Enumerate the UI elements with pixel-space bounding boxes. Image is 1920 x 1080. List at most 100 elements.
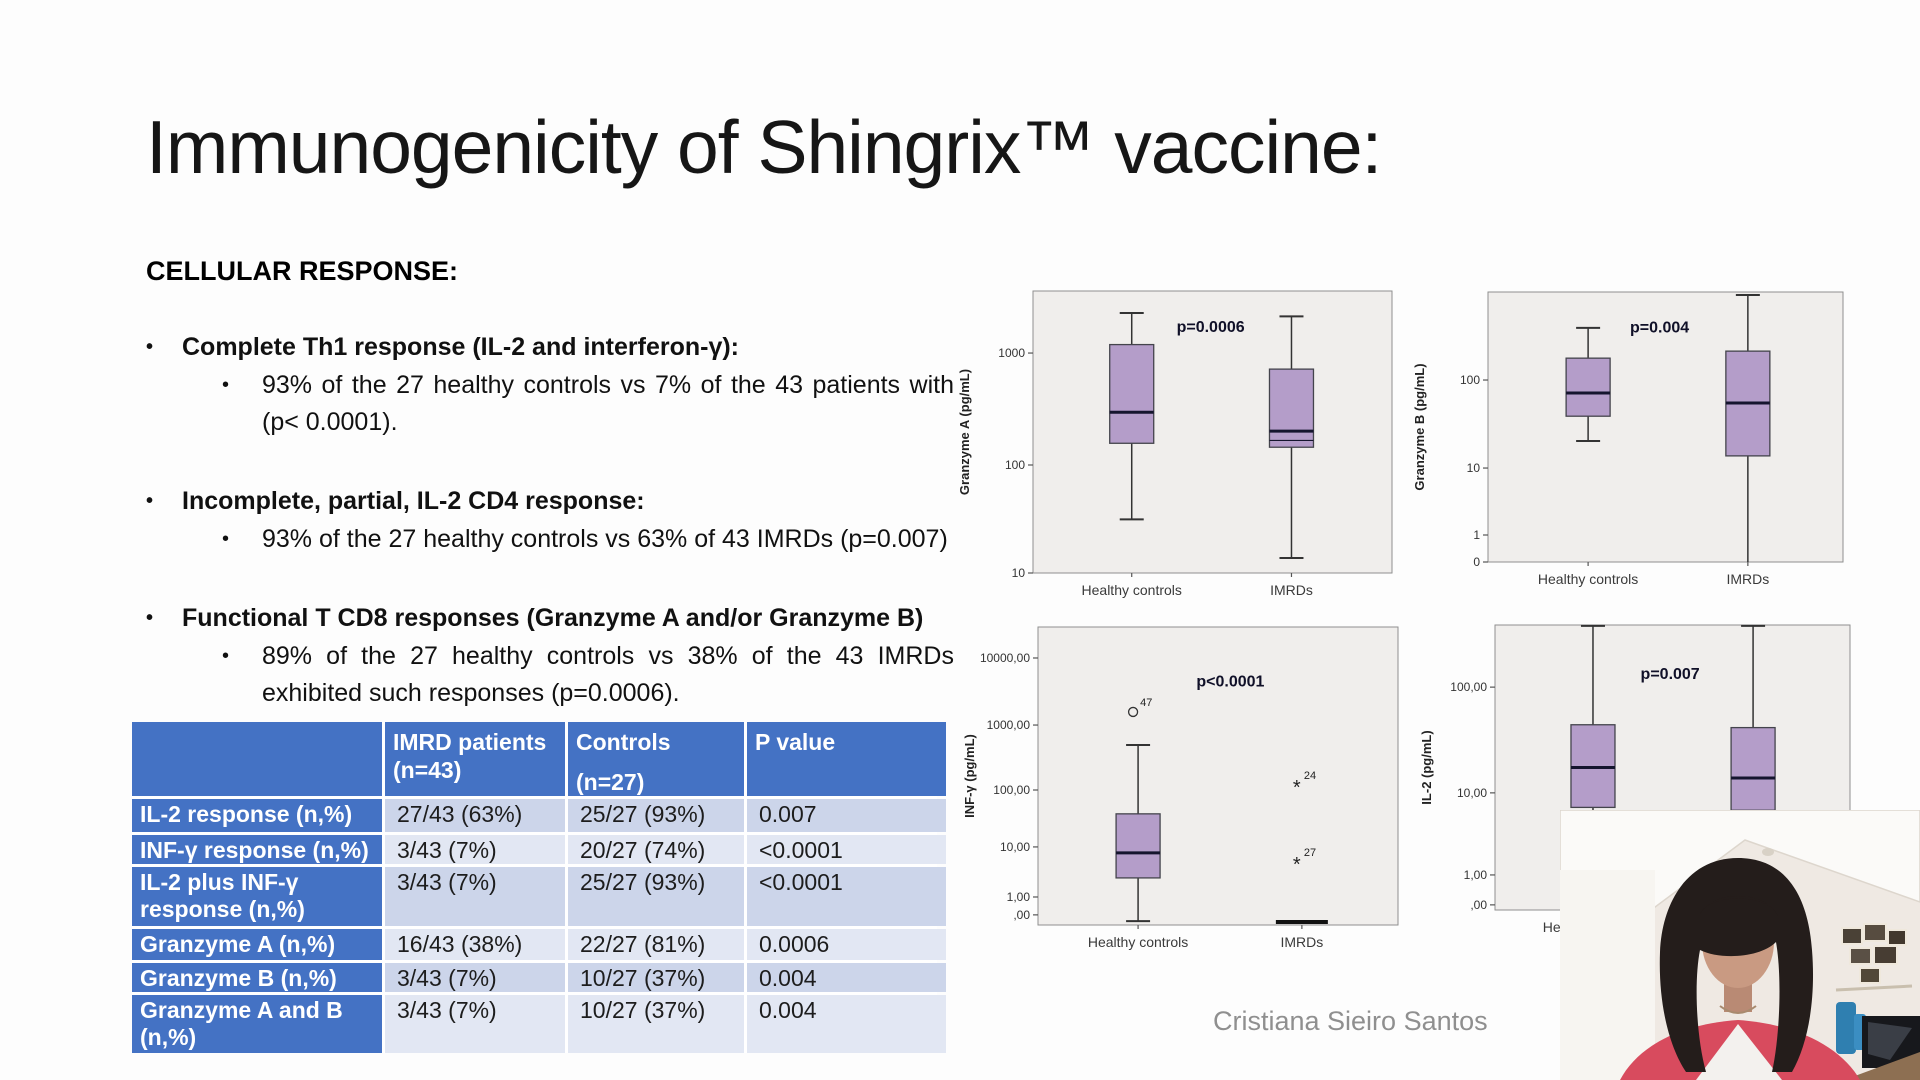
p-value-annotation: p<0.0001 bbox=[1196, 674, 1264, 691]
table-cell: 0.004 bbox=[747, 995, 946, 1053]
boxplot-inf-gamma: 10000,00 1000,00 100,00 10,00 1,00 ,00 INF-γ (… bbox=[962, 626, 1399, 950]
table-cell: 20/27 (74%) bbox=[568, 835, 744, 864]
table-header-cell: Controls (n=27) bbox=[568, 722, 744, 796]
table-cell: 22/27 (81%) bbox=[568, 929, 744, 960]
table-cell: 27/43 (63%) bbox=[385, 799, 565, 832]
boxplot-granzyme-a: 1000 100 10 Granzyme A (pg/mL) p=0.0006 Healt… bbox=[957, 290, 1393, 598]
box-iqr bbox=[1109, 343, 1155, 444]
outlier-star: * bbox=[1293, 854, 1301, 876]
box-iqr bbox=[1268, 368, 1315, 448]
box-iqr bbox=[1730, 726, 1776, 811]
x-category-label: Healthy controls bbox=[1082, 582, 1182, 598]
table-row-label: Granzyme A (n,%) bbox=[132, 929, 382, 960]
sub-bullet-text: 89% of the 27 healthy controls vs 38% of… bbox=[262, 642, 954, 707]
y-tick-label: 10 bbox=[1012, 566, 1026, 580]
y-axis-label: IL-2 (pg/mL) bbox=[1419, 730, 1434, 804]
presenter-shirt-panel bbox=[1696, 1024, 1782, 1080]
table-cell: 3/43 (7%) bbox=[385, 995, 565, 1053]
presenter-hair bbox=[1659, 858, 1814, 1072]
desktop-monitor bbox=[1862, 1016, 1920, 1074]
table-cell: 0.007 bbox=[747, 799, 946, 832]
bullet-item: • Complete Th1 response (IL-2 and interf… bbox=[146, 329, 956, 365]
outlier-star: * bbox=[1293, 777, 1301, 799]
webcam-scene bbox=[1560, 810, 1920, 1080]
x-category-label: IMRDs bbox=[1726, 571, 1769, 587]
table-cell: 0.0006 bbox=[747, 929, 946, 960]
table-cell: 25/27 (93%) bbox=[568, 799, 744, 832]
presenter-bangs bbox=[1700, 896, 1778, 916]
table-cell: 3/43 (7%) bbox=[385, 867, 565, 926]
outlier-label: 27 bbox=[1304, 847, 1316, 859]
y-tick-label: 1000 bbox=[998, 346, 1025, 360]
bullet-group: • Incomplete, partial, IL-2 CD4 response… bbox=[146, 483, 956, 558]
bullet-marker: • bbox=[146, 607, 154, 629]
desk-surface bbox=[1844, 1052, 1920, 1080]
boxplot-svg: 1000 100 10 Granzyme A (pg/mL) p=0.0006 Healt… bbox=[957, 290, 1393, 598]
p-value-annotation: p=0.007 bbox=[1641, 666, 1700, 683]
y-axis-label: Granzyme B (pg/mL) bbox=[1412, 363, 1427, 490]
table-row-label: IL-2 plus INF-γ response (n,%) bbox=[132, 867, 382, 926]
presenter-necklace bbox=[1719, 1005, 1757, 1014]
table-cell: <0.0001 bbox=[747, 835, 946, 864]
table-cell: 25/27 (93%) bbox=[568, 867, 744, 926]
table-cell: 10/27 (37%) bbox=[568, 963, 744, 992]
table-cell: 0.004 bbox=[747, 963, 946, 992]
boxplot-svg: 10000,00 1000,00 100,00 10,00 1,00 ,00 INF-γ (… bbox=[962, 626, 1399, 950]
y-tick-label: ,00 bbox=[1470, 898, 1487, 912]
ceiling-lamp bbox=[1762, 848, 1774, 856]
y-tick-label: 1,00 bbox=[1464, 868, 1488, 882]
table-cell: 3/43 (7%) bbox=[385, 963, 565, 992]
body-text-column: CELLULAR RESPONSE: • Complete Th1 respon… bbox=[146, 256, 956, 712]
y-tick-label: 1 bbox=[1473, 528, 1480, 542]
table-header-cell bbox=[132, 722, 382, 796]
bullet-group: • Functional T CD8 responses (Granzyme A… bbox=[146, 600, 956, 712]
bullet-label: Incomplete, partial, IL-2 CD4 response: bbox=[182, 487, 645, 515]
table-row-label: Granzyme B (n,%) bbox=[132, 963, 382, 992]
y-tick-label: 100 bbox=[1460, 373, 1480, 387]
y-tick-label: 100 bbox=[1005, 458, 1025, 472]
y-tick-label: 10,00 bbox=[1000, 840, 1030, 854]
sub-bullet-text: 93% of the 27 healthy controls vs 7% of … bbox=[262, 371, 954, 436]
box-iqr bbox=[1115, 813, 1161, 879]
plot-area bbox=[1032, 290, 1393, 574]
sub-bullet-item: • 89% of the 27 healthy controls vs 38% … bbox=[146, 638, 956, 712]
y-tick-label: ,00 bbox=[1013, 908, 1030, 922]
blue-object bbox=[1836, 1002, 1856, 1054]
table-header-cell: IMRD patients (n=43) bbox=[385, 722, 565, 796]
bullet-marker: • bbox=[222, 528, 230, 550]
bullet-group: • Complete Th1 response (IL-2 and interf… bbox=[146, 329, 956, 441]
y-tick-label: 10,00 bbox=[1457, 786, 1487, 800]
y-tick-label: 1000,00 bbox=[987, 718, 1031, 732]
boxplot-granzyme-b: 100 10 1 0 Granzyme B (pg/mL) p=0.004 Healthy … bbox=[1412, 291, 1844, 587]
box-iqr bbox=[1565, 357, 1611, 417]
bright-wall-left bbox=[1560, 870, 1655, 1080]
x-category-label: IMRDs bbox=[1270, 582, 1313, 598]
y-tick-label: 10000,00 bbox=[980, 651, 1030, 665]
y-axis-label: INF-γ (pg/mL) bbox=[962, 734, 977, 818]
outlier-label: 47 bbox=[1140, 697, 1152, 709]
y-tick-label: 10 bbox=[1467, 461, 1481, 475]
table-header-cell: P value bbox=[747, 722, 946, 796]
bullet-marker: • bbox=[222, 645, 230, 667]
table-row-label: Granzyme A and B (n,%) bbox=[132, 995, 382, 1053]
table-cell: 10/27 (37%) bbox=[568, 995, 744, 1053]
table-cell: 16/43 (38%) bbox=[385, 929, 565, 960]
room-ceiling bbox=[1560, 810, 1920, 979]
speaker-credit: Cristiana Sieiro Santos bbox=[1213, 1006, 1488, 1036]
presenter bbox=[1620, 858, 1860, 1080]
sub-bullet-item: • 93% of the 27 healthy controls vs 63% … bbox=[146, 521, 956, 558]
photo-frames bbox=[1835, 923, 1913, 992]
y-axis-label: Granzyme A (pg/mL) bbox=[957, 369, 972, 495]
x-category-label: Healthy controls bbox=[1538, 571, 1638, 587]
bullet-label: Complete Th1 response (IL-2 and interfer… bbox=[182, 333, 740, 361]
x-category-label: IMRDs bbox=[1280, 934, 1323, 950]
y-tick-label: 1,00 bbox=[1007, 890, 1031, 904]
table-header-sub: (n=43) bbox=[393, 757, 462, 783]
presenter-webcam-video bbox=[1560, 810, 1920, 1080]
p-value-annotation: p=0.0006 bbox=[1177, 319, 1245, 336]
bullet-label: Functional T CD8 responses (Granzyme A a… bbox=[182, 604, 924, 632]
page-title: Immunogenicity of Shingrix™ vaccine: bbox=[146, 105, 1382, 189]
p-value-annotation: p=0.004 bbox=[1630, 320, 1689, 337]
